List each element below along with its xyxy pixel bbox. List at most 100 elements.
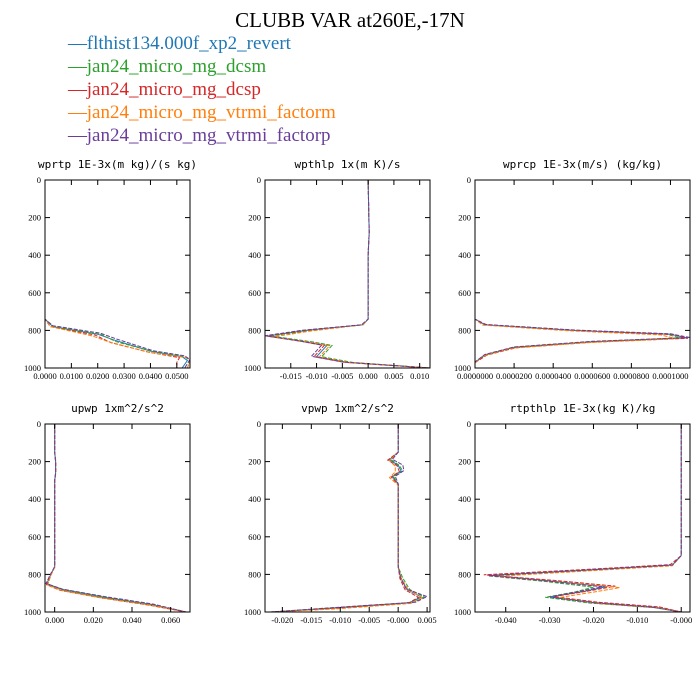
figure-title: CLUBB VAR at260E,-17N [235,8,465,32]
series-line [270,424,429,612]
legend-label: jan24_micro_mg_dcsm [86,56,267,77]
x-tick-label: -0.010 [329,615,351,625]
series-line [488,424,682,612]
x-tick-label: -0.000 [670,615,692,625]
y-tick-label: 200 [458,457,471,467]
series-group [45,424,187,612]
series-line [270,424,424,612]
y-tick-label: 400 [248,494,261,504]
series-group [483,424,682,612]
x-tick-label: 0.000 [45,615,64,625]
x-tick-label: -0.015 [280,371,302,381]
legend-label: jan24_micro_mg_vtrmi_factorp [86,125,331,146]
y-tick-label: 0 [37,419,41,429]
x-tick-label: 0.0001000 [652,371,688,381]
series-line [45,180,190,368]
series-line [488,424,682,612]
y-tick-label: 800 [458,325,471,335]
x-tick-label: -0.010 [306,371,328,381]
series-line [265,180,430,368]
y-tick-label: 800 [28,325,41,335]
y-tick-label: 200 [28,457,41,467]
legend-item: — jan24_micro_mg_vtrmi_factorp [68,124,336,147]
y-tick-label: 800 [28,569,41,579]
chart-panel: wprtp 1E-3x(m kg)/(s kg) 0 200 400 600 800 100… [24,158,197,381]
series-line [270,424,423,612]
y-tick-label: 0 [467,419,471,429]
x-tick-label: 0.0300 [112,371,135,381]
y-tick-label: 400 [28,250,41,260]
x-tick-label: 0.0000200 [496,371,532,381]
x-tick-label: -0.020 [582,615,604,625]
y-tick-label: 1000 [454,363,471,373]
x-tick-label: 0.0400 [139,371,162,381]
panel-title: wpthlp 1x(m K)/s [295,158,401,171]
x-tick-label: -0.020 [271,615,293,625]
series-line [270,424,426,612]
x-tick-label: 0.0000600 [574,371,610,381]
legend: — flthist134.000f_xp2_revert — jan24_mic… [68,32,336,147]
series-line [45,424,187,612]
y-tick-label: 600 [458,532,471,542]
chart-panel: rtpthlp 1E-3x(kg K)/kg 0 200 400 600 800 1000 -… [454,402,692,625]
x-tick-label: 0.0000000 [457,371,493,381]
y-tick-label: 200 [248,457,261,467]
y-tick-label: 1000 [244,363,261,373]
series-line [46,424,187,612]
x-tick-label: 0.000 [359,371,378,381]
y-tick-label: 1000 [24,363,41,373]
series-line [483,424,682,612]
series-line [270,424,420,612]
x-tick-label: 0.010 [410,371,429,381]
series-group [45,180,190,368]
series-line [46,424,187,612]
y-tick-label: 600 [248,532,261,542]
series-line [475,180,689,368]
panel-title: wprtp 1E-3x(m kg)/(s kg) [38,158,197,171]
plot-frame [264,423,431,613]
legend-label: jan24_micro_mg_dcsp [86,79,261,100]
x-tick-label: 0.005 [418,615,437,625]
y-tick-label: 1000 [24,607,41,617]
series-line [45,424,187,612]
panel-title: upwp 1xm^2/s^2 [71,402,164,415]
panel-title: rtpthlp 1E-3x(kg K)/kg [510,402,656,415]
series-line [45,180,189,368]
panel-title: wprcp 1E-3x(m/s) (kg/kg) [503,158,662,171]
y-tick-label: 600 [28,532,41,542]
y-tick-label: 200 [248,213,261,223]
x-tick-label: 0.0500 [165,371,188,381]
plot-frame [44,423,191,613]
x-tick-label: 0.0000 [33,371,56,381]
legend-item: — jan24_micro_mg_vtrmi_factorm [68,101,336,124]
y-tick-label: 400 [458,494,471,504]
y-tick-label: 1000 [454,607,471,617]
y-tick-label: 400 [458,250,471,260]
series-line [45,180,190,368]
plot-frame [474,423,691,613]
x-tick-label: -0.040 [495,615,517,625]
x-tick-label: -0.005 [331,371,353,381]
series-group [475,180,690,368]
x-tick-label: -0.000 [387,615,409,625]
series-group [265,180,430,368]
legend-item: — flthist134.000f_xp2_revert [68,32,336,55]
legend-item: — jan24_micro_mg_dcsm [68,55,336,78]
series-group [270,424,429,612]
legend-label: jan24_micro_mg_vtrmi_factorm [86,102,336,123]
y-tick-label: 800 [458,569,471,579]
x-tick-label: 0.0200 [86,371,109,381]
x-tick-label: 0.060 [161,615,180,625]
x-tick-label: 0.005 [384,371,403,381]
y-tick-label: 200 [28,213,41,223]
chart-panel: wpthlp 1x(m K)/s02004006008001000-0.015-… [244,158,431,381]
chart-panel: wprcp 1E-3x(m/s) (kg/kg) 0 200 400 600 800 100… [454,158,691,381]
y-tick-label: 600 [28,288,41,298]
y-tick-label: 800 [248,325,261,335]
x-tick-label: -0.015 [300,615,322,625]
y-tick-label: 600 [248,288,261,298]
series-line [47,424,187,612]
y-tick-label: 0 [257,175,261,185]
x-tick-label: 0.0000400 [535,371,571,381]
